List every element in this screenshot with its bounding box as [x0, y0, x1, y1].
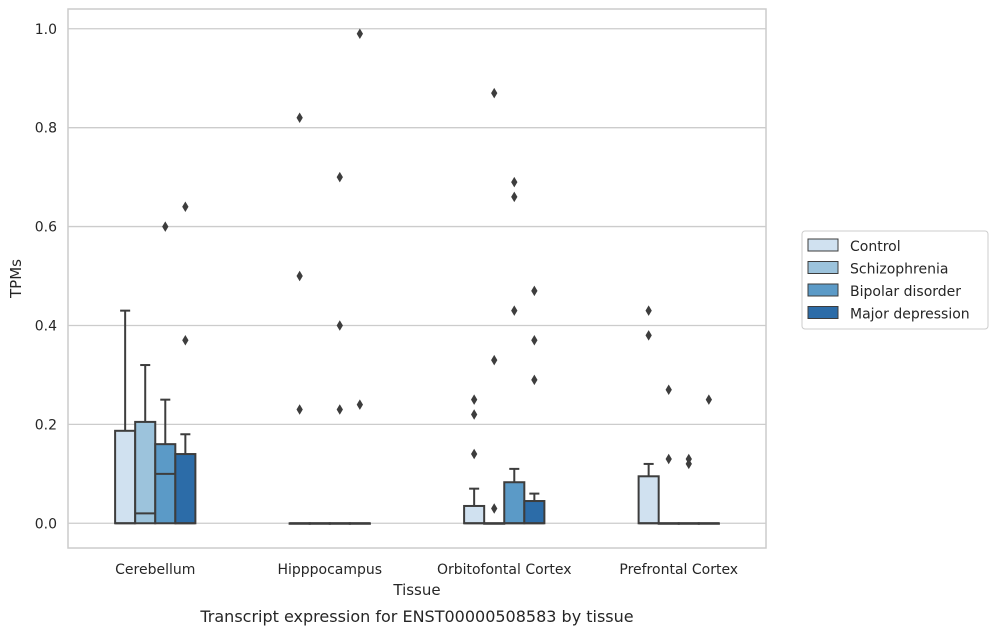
outlier-point	[491, 503, 498, 514]
y-axis-ticks: 0.0 0.2 0.4 0.6 0.8 1.0	[35, 22, 57, 532]
y-tick-label: 0.6	[35, 220, 57, 236]
outlier-point	[336, 404, 343, 415]
box-0-0	[114, 309, 137, 525]
outlier-point	[182, 201, 189, 213]
x-tick-label: Prefrontal Cortex	[619, 562, 738, 578]
outlier-point	[705, 394, 713, 405]
box-2-1	[328, 171, 351, 525]
box-2-0	[154, 221, 177, 525]
legend-label: Schizophrenia	[850, 262, 948, 278]
outlier-point	[665, 453, 672, 465]
outlier-point	[470, 448, 478, 460]
box	[134, 420, 157, 525]
box-1-2	[483, 87, 506, 525]
y-tick-label: 0.4	[35, 318, 57, 334]
box	[154, 443, 177, 525]
box-0-2	[463, 394, 486, 525]
legend-swatch	[807, 238, 839, 252]
outlier-point	[531, 374, 538, 386]
outlier-point	[531, 335, 538, 346]
box-3-3	[697, 394, 720, 525]
box	[523, 500, 546, 525]
box	[503, 481, 526, 525]
y-axis-label: TPMs	[7, 259, 25, 299]
outlier-point	[296, 404, 303, 415]
outlier-point	[665, 384, 672, 396]
x-tick-label: Hipppocampus	[277, 562, 382, 578]
outlier-point	[182, 335, 189, 346]
plot-area	[67, 8, 767, 549]
outlier-point	[470, 394, 478, 405]
legend-swatch	[807, 306, 839, 319]
outlier-point	[356, 399, 364, 410]
outlier-point	[685, 458, 692, 470]
outlier-point	[531, 285, 538, 297]
y-tick-label: 0.0	[35, 516, 57, 532]
box-1-0	[134, 364, 157, 525]
outlier-point	[491, 354, 498, 366]
box-groups	[114, 28, 720, 525]
box	[463, 504, 486, 525]
box	[174, 453, 197, 525]
box-0-3	[637, 305, 660, 525]
box-3-2	[523, 285, 546, 525]
legend: Control Schizophrenia Bipolar disorder Majo…	[801, 230, 989, 330]
outlier-point	[511, 191, 518, 203]
legend-label: Control	[850, 239, 901, 255]
box	[114, 429, 137, 525]
outlier-point	[511, 176, 518, 188]
x-tick-label: Orbitofontal Cortex	[437, 562, 572, 578]
legend-swatch	[807, 283, 839, 297]
outlier-point	[491, 87, 498, 99]
outlier-point	[296, 112, 303, 124]
box-1-1	[308, 522, 331, 525]
box-1-3	[657, 384, 680, 525]
box-2-2	[503, 176, 526, 525]
y-tick-label: 0.2	[35, 417, 57, 433]
outlier-point	[356, 28, 364, 39]
legend-label: Major depression	[850, 307, 970, 323]
x-tick-label: Cerebellum	[115, 562, 195, 578]
box-3-1	[348, 28, 371, 525]
outlier-point	[162, 221, 169, 232]
outlier-point	[645, 305, 652, 316]
y-tick-label: 1.0	[35, 22, 57, 38]
outlier-point	[336, 171, 343, 183]
legend-swatch	[807, 261, 839, 274]
box-0-1	[288, 112, 311, 525]
legend-label: Bipolar disorder	[850, 284, 961, 300]
outlier-point	[336, 320, 343, 331]
box-3-0	[174, 201, 197, 525]
outlier-point	[470, 409, 478, 420]
outlier-point	[296, 270, 303, 282]
box-2-3	[677, 453, 700, 525]
chart-title: Transcript expression for ENST0000050858…	[199, 607, 633, 626]
outlier-point	[511, 305, 518, 316]
box	[637, 475, 660, 525]
outlier-point	[645, 330, 652, 341]
x-axis-label: Tissue	[392, 581, 440, 599]
y-tick-label: 0.8	[35, 121, 57, 137]
legend-frame	[801, 230, 989, 330]
x-axis-ticks: Cerebellum Hipppocampus Orbitofontal Corte…	[115, 562, 738, 578]
